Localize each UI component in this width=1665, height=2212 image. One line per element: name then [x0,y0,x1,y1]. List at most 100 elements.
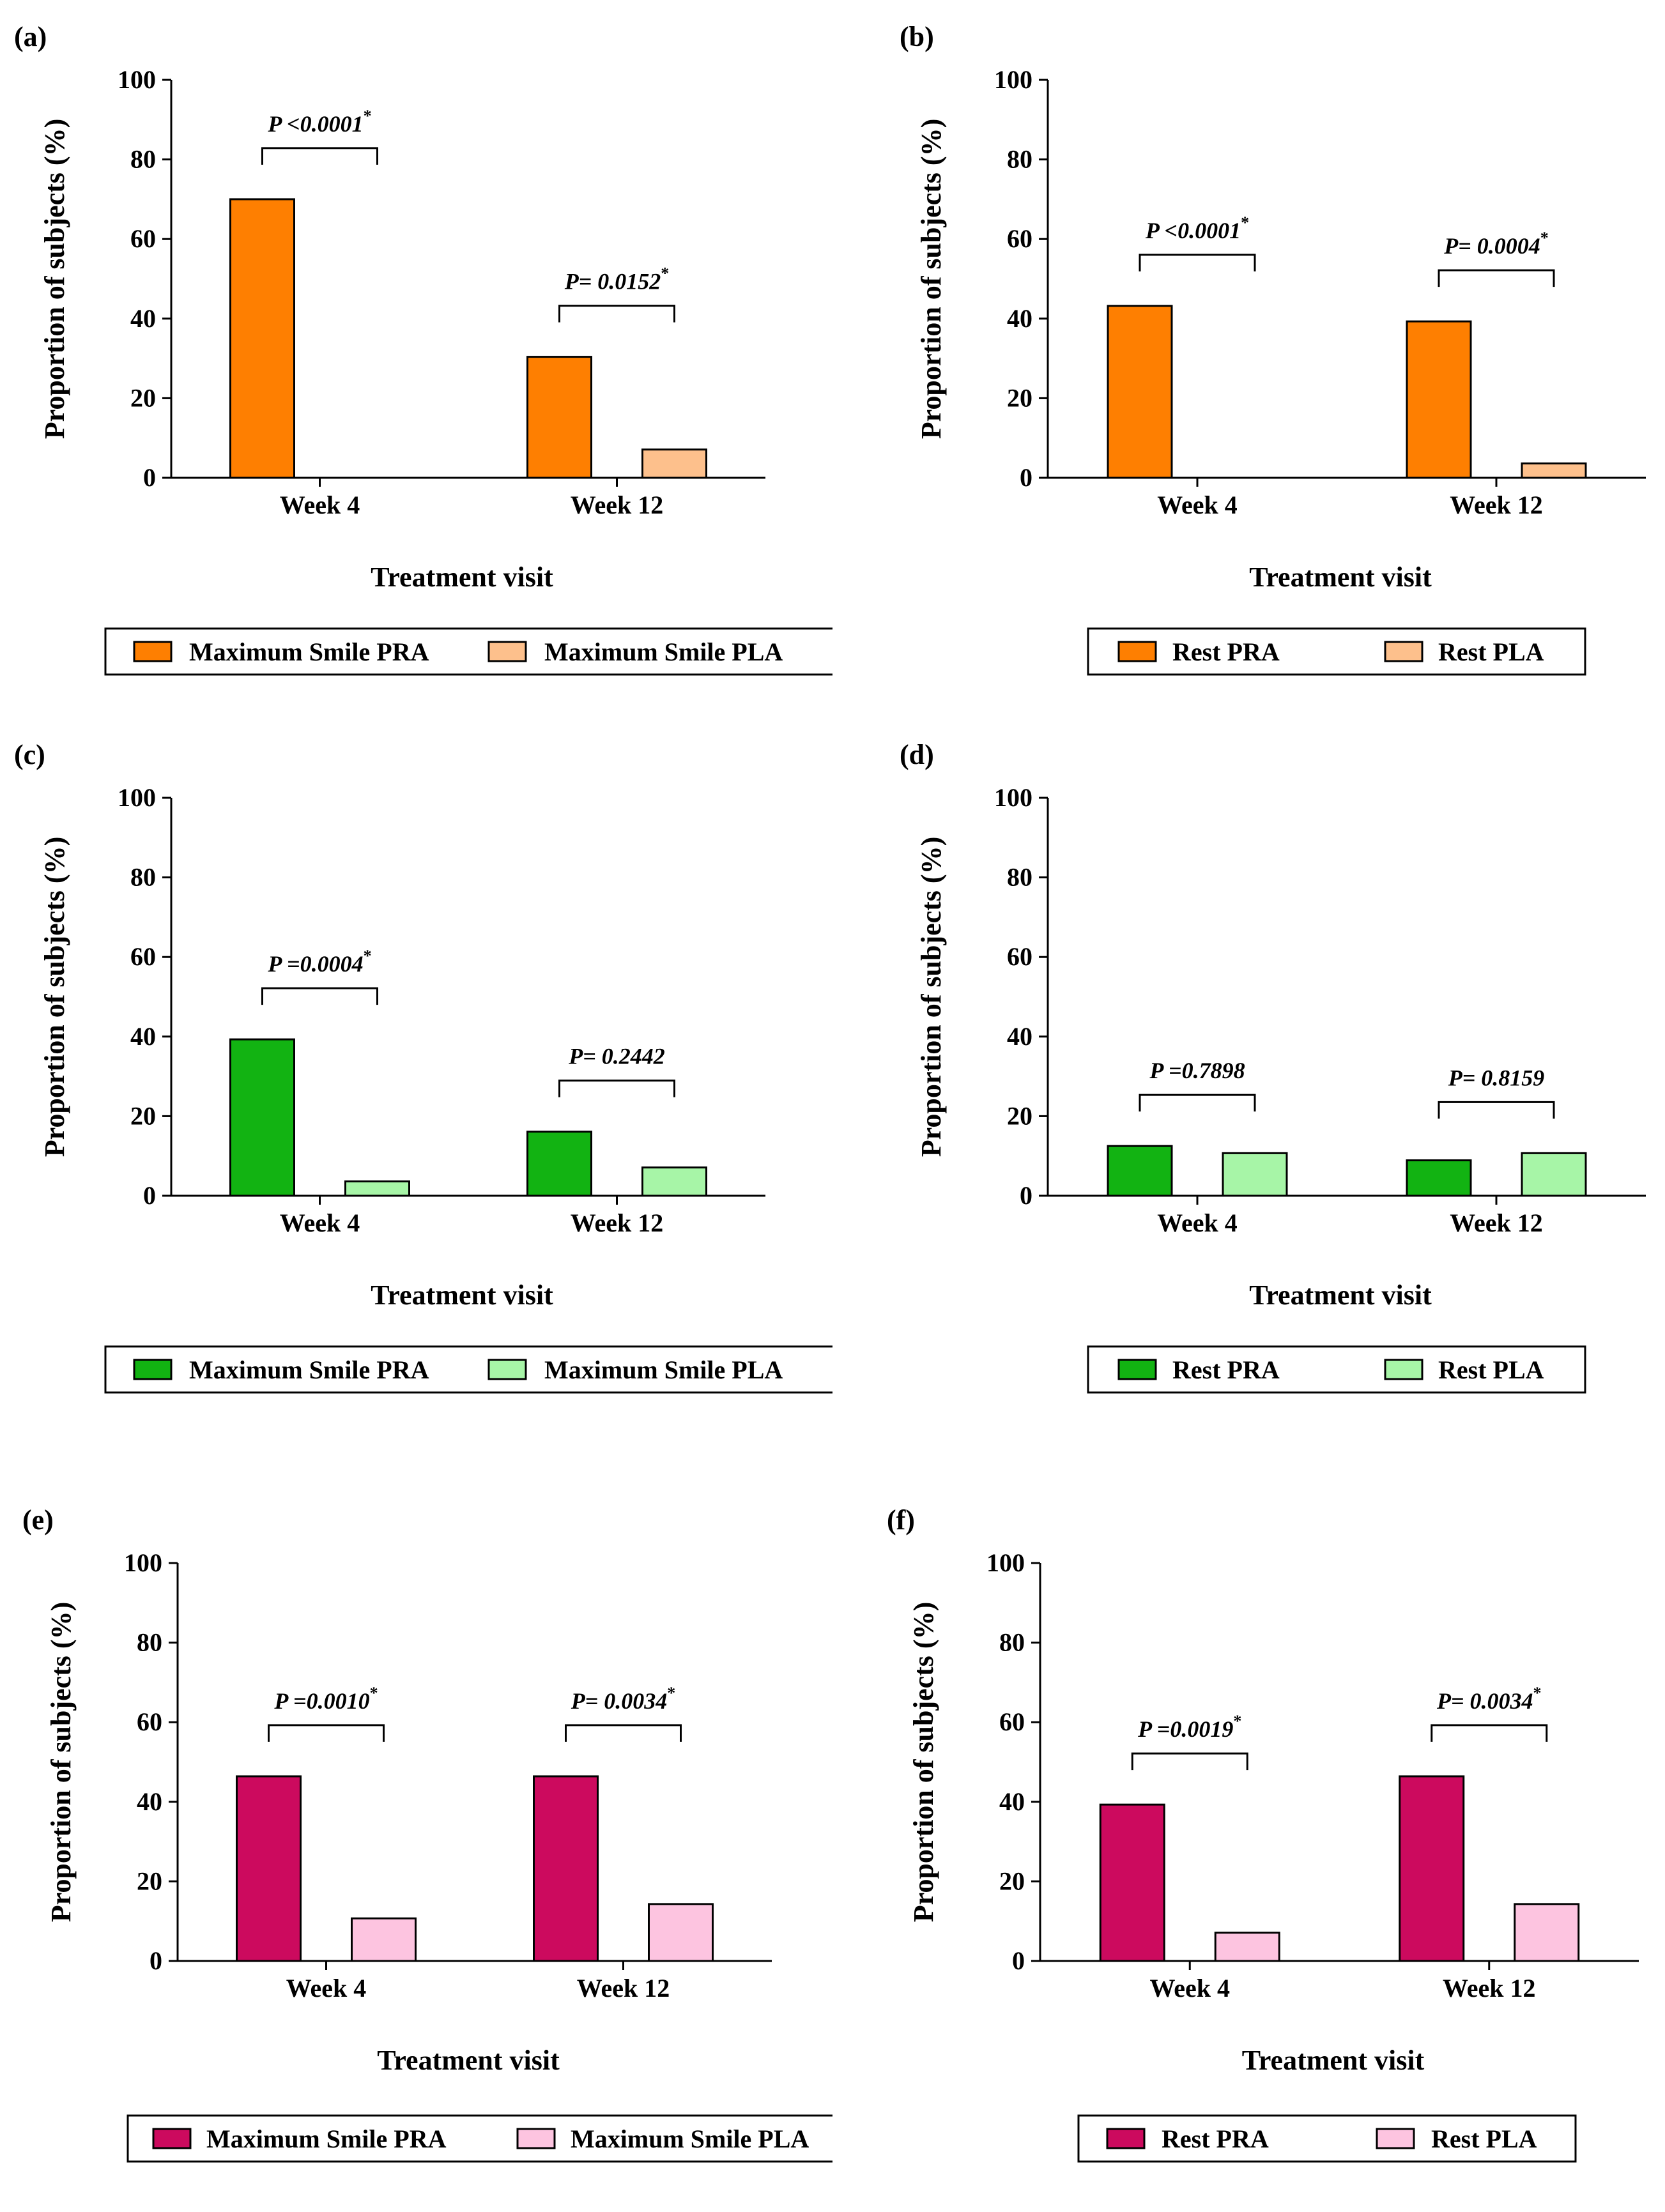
legend-swatch [1384,641,1423,662]
legend-swatch [1376,2128,1415,2149]
chart-svg: (b) 0 20 40 60 80 100 Proportion of subjects (%… [900,21,1646,676]
x-tick-label: Week 12 [577,1974,670,2002]
panel-letter: (a) [14,21,47,52]
significance-bracket [1431,1724,1548,1742]
y-axis-title: Proportion of subjects (%) [45,1602,77,1922]
legend-swatch [516,2128,556,2149]
panel-letter: (c) [14,739,45,770]
bar [533,1775,599,1962]
y-tick-label: 100 [118,65,156,94]
p-value-label: P= 0.0034* [571,1684,676,1714]
y-tick-label: 60 [999,1707,1025,1736]
significance-bracket [558,1079,675,1097]
legend-box [104,1345,832,1394]
y-tick-label: 100 [986,1548,1025,1577]
y-tick-label: 40 [1007,304,1032,333]
legend-label: Rest PLA [1431,2124,1537,2153]
panel-letter: (d) [900,739,934,770]
legend-label: Rest PRA [1172,637,1280,666]
bar [236,1775,302,1962]
significance-bracket [268,1724,385,1742]
y-axis-title: Proportion of subjects (%) [39,837,70,1157]
legend-label: Rest PRA [1162,2124,1269,2153]
chart-panel: (c) 0 20 40 60 80 100 Proportion of subjects (%… [0,718,832,1447]
y-tick-label: 20 [1007,1101,1032,1130]
legend-box [104,627,832,676]
y-tick-label: 40 [1007,1022,1032,1051]
bar [1099,1803,1165,1962]
x-axis-title: Treatment visit [377,2045,560,2076]
chart-panel: (d) 0 20 40 60 80 100 Proportion of subjects (%… [832,718,1665,1447]
y-tick-label: 80 [130,145,156,174]
p-value-label: P =0.0019* [1137,1712,1241,1742]
bar [1514,1903,1580,1962]
x-tick-label: Week 4 [280,1209,360,1237]
legend-swatch [487,1359,527,1380]
y-tick-label: 60 [1007,224,1032,253]
legend-box [127,2114,832,2163]
bar [1406,320,1472,479]
y-axis-title: Proportion of subjects (%) [916,837,947,1157]
y-tick-label: 80 [130,863,156,892]
legend-box [1087,1345,1586,1394]
chart-svg: (c) 0 20 40 60 80 100 Proportion of subjects (%… [14,739,832,1394]
y-tick-label: 80 [1007,145,1032,174]
p-value-label: P =0.0010* [273,1684,378,1714]
x-tick-label: Week 12 [1450,1209,1543,1237]
x-axis-title: Treatment visit [1249,561,1432,593]
bar [641,448,707,479]
p-value-label: P= 0.8159 [1448,1065,1545,1090]
legend-swatch [133,1359,173,1380]
bar [344,1180,410,1197]
x-tick-label: Week 12 [571,1209,664,1237]
y-tick-label: 40 [130,1022,156,1051]
significance-bracket [1438,1101,1555,1119]
y-tick-label: 100 [994,65,1032,94]
bar [1222,1152,1288,1197]
bar [1107,305,1173,479]
p-value-label: P =0.0004* [267,947,371,977]
y-tick-label: 40 [999,1787,1025,1816]
y-tick-label: 80 [999,1628,1025,1657]
bar [1521,462,1587,479]
y-tick-label: 60 [137,1707,162,1736]
chart-svg: (f) 0 20 40 60 80 100 Proportion of subjects (%… [887,1504,1639,2163]
bar [641,1166,707,1197]
bar [351,1917,417,1962]
legend-label: Maximum Smile PRA [189,1355,429,1384]
significance-bracket [1131,1752,1248,1771]
y-tick-label: 0 [143,463,156,492]
p-value-label: P= 0.0152* [564,264,670,294]
bar [1406,1159,1472,1197]
p-value-label: P= 0.0034* [1436,1684,1542,1714]
y-tick-label: 100 [124,1548,162,1577]
y-tick-label: 0 [1020,463,1032,492]
legend-swatch [1384,1359,1423,1380]
p-value-label: P= 0.2442 [568,1044,665,1069]
legend-label: Maximum Smile PLA [544,1355,783,1384]
bar [1214,1932,1280,1962]
legend-swatch [133,641,173,662]
x-tick-label: Week 12 [1450,491,1543,519]
panel-letter: (f) [887,1504,915,1536]
significance-bracket [1139,1094,1256,1112]
y-tick-label: 0 [143,1181,156,1210]
significance-bracket [558,305,675,323]
legend-label: Rest PLA [1438,637,1544,666]
bar [229,198,295,479]
x-tick-label: Week 12 [1443,1974,1536,2002]
y-tick-label: 20 [137,1866,162,1895]
legend-swatch [1117,641,1157,662]
legend-swatch [1117,1359,1157,1380]
x-axis-title: Treatment visit [371,1279,553,1311]
significance-bracket [261,147,378,165]
chart-panel: (b) 0 20 40 60 80 100 Proportion of subjects (%… [832,0,1665,729]
y-tick-label: 60 [1007,942,1032,971]
legend-label: Rest PRA [1172,1355,1280,1384]
chart-svg: (a) 0 20 40 60 80 100 Proportion of subjects (%… [14,21,832,676]
significance-bracket [1139,254,1256,271]
p-value-label: P =0.7898 [1149,1058,1245,1083]
x-tick-label: Week 4 [1149,1974,1230,2002]
x-tick-label: Week 4 [1157,1209,1238,1237]
x-tick-label: Week 4 [280,491,360,519]
